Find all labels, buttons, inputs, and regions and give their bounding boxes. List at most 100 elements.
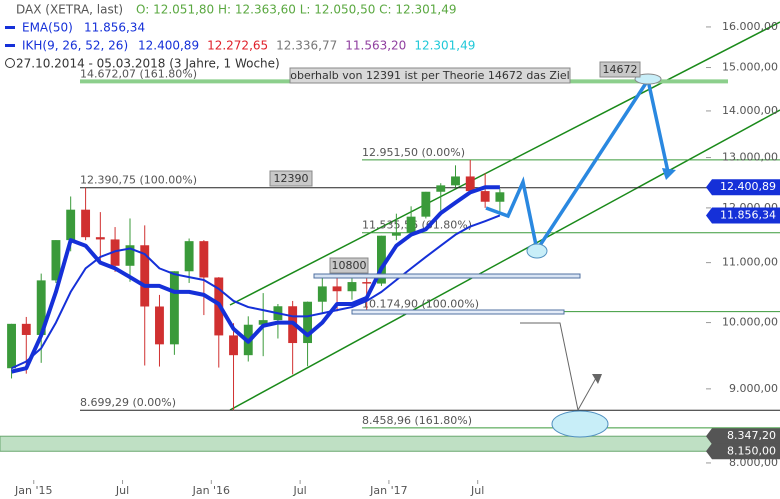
candle-body: [95, 237, 105, 240]
candle-body: [258, 320, 268, 325]
y-tick-label: 13.000,00: [722, 151, 778, 164]
price-tag-label: 12.400,89: [720, 180, 776, 193]
candle-body: [377, 235, 386, 284]
legend-value: 12.400,89: [138, 39, 199, 53]
x-tick-label: Jul: [292, 484, 306, 497]
price-tag-label: 8.150,00: [727, 444, 776, 457]
y-tick-label: 11.000,00: [722, 256, 778, 269]
candles: [7, 159, 505, 411]
candle-body: [155, 306, 164, 345]
candle-body: [480, 191, 490, 202]
candle-body: [21, 323, 31, 335]
candle-body: [36, 280, 46, 335]
annotation-box: [289, 67, 571, 84]
candle-body: [303, 301, 313, 344]
y-tick-label: 16.000,00: [722, 20, 778, 33]
candle-body: [347, 282, 357, 292]
header: DAX (XETRA, last) O: 12.051,80 H: 12.363…: [5, 3, 475, 71]
y-tick-label: 14.000,00: [722, 104, 778, 117]
annotation-box: [599, 61, 641, 78]
indicator-line: [11, 185, 500, 374]
annotation-box: [329, 257, 369, 274]
legend-swatch: [5, 26, 15, 29]
candle-body: [451, 176, 460, 186]
annotation-text: 10800: [332, 259, 367, 272]
axes: 8.000,009.000,0010.000,0011.000,0012.000…: [14, 20, 780, 497]
zone-box: [313, 273, 581, 279]
candle-body: [436, 185, 446, 192]
fib-label: 12.951,50 (0.00%): [362, 146, 465, 159]
candle-body: [140, 245, 150, 307]
price-tag: [706, 428, 780, 445]
candle-body: [391, 232, 401, 236]
x-tick-label: Jan '16: [192, 484, 230, 497]
fib-label: 8.458,96 (161.80%): [362, 414, 472, 427]
y-tick-label: 10.000,00: [722, 316, 778, 329]
fib-label: 10.174,90 (100.00%): [362, 298, 479, 311]
levels: 14.672,07 (161.80%) 12.390,75 (100.00%) 12…: [0, 67, 780, 452]
legend-swatch: [5, 44, 15, 47]
x-tick-label: Jul: [115, 484, 129, 497]
x-tick-label: Jan '15: [14, 484, 52, 497]
annotation-box: [269, 170, 313, 187]
date-range: 27.10.2014 - 05.03.2018 (3 Jahre, 1 Woch…: [16, 57, 280, 71]
lines: [11, 185, 501, 374]
price-tag: [706, 207, 780, 224]
x-tick-label: Jul: [470, 484, 484, 497]
fib-label: 12.390,75 (100.00%): [80, 174, 197, 187]
fib-label: 8.699,29 (0.00%): [80, 396, 176, 409]
legend-value: 12.301,49: [414, 39, 475, 53]
candle-body: [406, 216, 416, 233]
candle-body: [317, 286, 327, 302]
candle-body: [362, 282, 372, 284]
legend-value: 12.272,65: [207, 39, 268, 53]
symbol: DAX (XETRA, last): [16, 3, 123, 17]
arrow-head: [662, 168, 676, 180]
annotation-text: 12390: [274, 172, 309, 185]
x-tick-label: Jan '17: [369, 484, 407, 497]
channel-lower: [229, 109, 780, 411]
legend-value: 11.856,34: [84, 21, 145, 35]
candle-body: [125, 245, 135, 266]
channel-upper: [229, 21, 780, 306]
candle-body: [81, 209, 91, 238]
forecast-arrow: [485, 75, 670, 255]
indicator-line: [11, 214, 501, 370]
pointer-line: [520, 322, 579, 411]
clock-icon: [5, 58, 15, 68]
fib-label: 11.535,56 (61.80%): [362, 219, 472, 232]
target-ellipse: [526, 243, 548, 259]
candle-body: [332, 286, 342, 292]
candle-body: [110, 239, 120, 266]
price-tag: [706, 443, 780, 460]
candle-body: [184, 241, 194, 272]
candle-body: [51, 240, 61, 281]
y-tick-label: 15.000,00: [722, 61, 778, 74]
candle-body: [465, 176, 475, 192]
candle-body: [229, 335, 238, 356]
candle-body: [7, 323, 16, 369]
candle-body: [169, 271, 179, 345]
candle-body: [495, 192, 505, 202]
price-tag-label: 8.347,20: [727, 429, 776, 442]
arrow-head: [592, 374, 602, 384]
legend-entry: EMA(50): [22, 21, 73, 35]
price-tag-label: 11.856,34: [720, 208, 776, 221]
target-ellipse: [634, 73, 662, 85]
annotation-text: 14672: [603, 63, 638, 76]
ohlc: O: 12.051,80 H: 12.363,60 L: 12.050,50 C…: [136, 3, 456, 17]
support-zone: [0, 435, 780, 452]
price-tag: [706, 179, 780, 196]
candle-body: [199, 241, 209, 278]
fib-label: 14.672,07 (161.80%): [80, 67, 197, 80]
legend-value: 11.563,20: [345, 39, 406, 53]
annotation-text: oberhalb von 12391 ist per Theorie 14672…: [290, 69, 570, 82]
target-ellipse: [551, 410, 609, 438]
legend-value: 12.336,77: [276, 39, 337, 53]
drawings: [313, 73, 676, 438]
candle-body: [421, 191, 431, 217]
legend-entry: IKH(9, 26, 52, 26): [22, 39, 128, 53]
y-tick-label: 9.000,00: [729, 382, 778, 395]
zone-box: [351, 309, 565, 315]
